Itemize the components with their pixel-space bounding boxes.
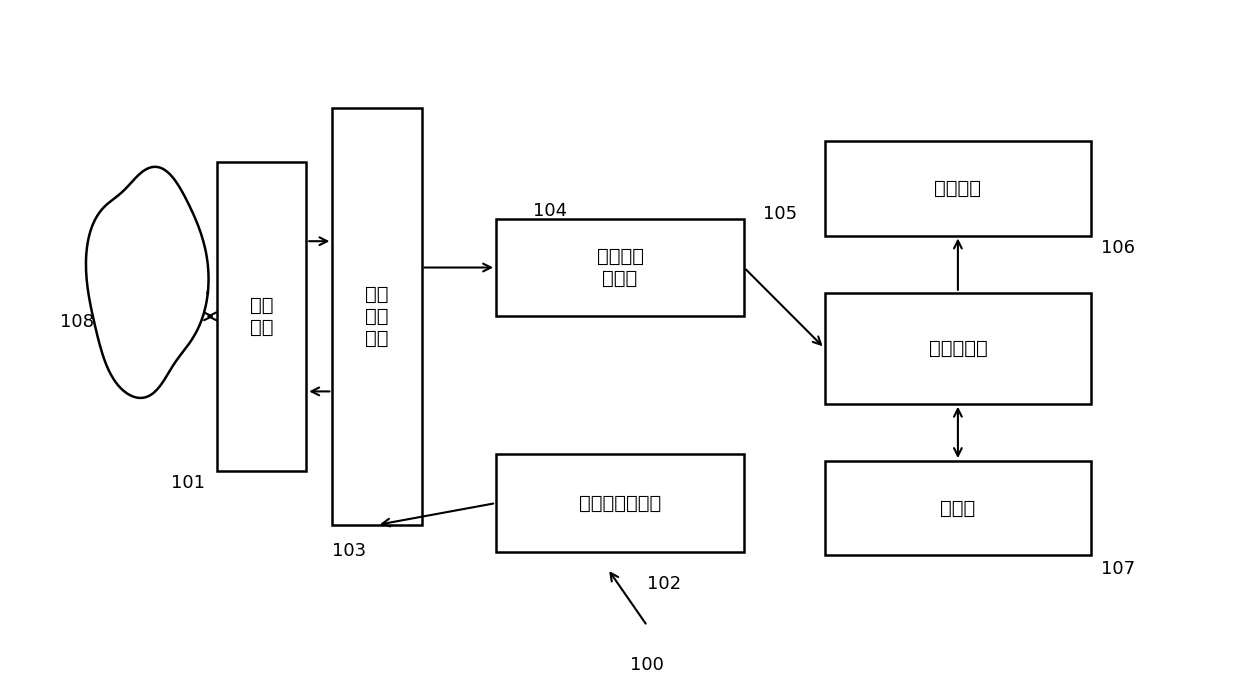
Text: 数据处理器: 数据处理器 <box>929 339 987 358</box>
Text: 101: 101 <box>171 474 205 493</box>
Text: 存储器: 存储器 <box>940 499 976 518</box>
Text: 106: 106 <box>1101 239 1135 257</box>
FancyBboxPatch shape <box>496 454 744 552</box>
FancyBboxPatch shape <box>217 162 306 471</box>
FancyBboxPatch shape <box>332 108 422 525</box>
Text: 发射接收控制器: 发射接收控制器 <box>579 493 661 513</box>
FancyBboxPatch shape <box>825 293 1091 404</box>
FancyBboxPatch shape <box>496 219 744 316</box>
Text: 105: 105 <box>763 205 797 223</box>
Text: 103: 103 <box>332 542 367 560</box>
Text: 107: 107 <box>1101 560 1136 578</box>
Text: 发射
接收
电路: 发射 接收 电路 <box>366 285 388 348</box>
FancyBboxPatch shape <box>825 461 1091 555</box>
Text: 104: 104 <box>533 202 568 220</box>
Text: 100: 100 <box>630 656 665 673</box>
Text: 显示装置: 显示装置 <box>935 179 981 198</box>
Text: 102: 102 <box>647 575 682 594</box>
FancyBboxPatch shape <box>825 141 1091 236</box>
Text: 108: 108 <box>60 313 93 331</box>
Text: 回波信号
处理器: 回波信号 处理器 <box>596 247 644 288</box>
Text: 超声
探头: 超声 探头 <box>250 296 273 336</box>
